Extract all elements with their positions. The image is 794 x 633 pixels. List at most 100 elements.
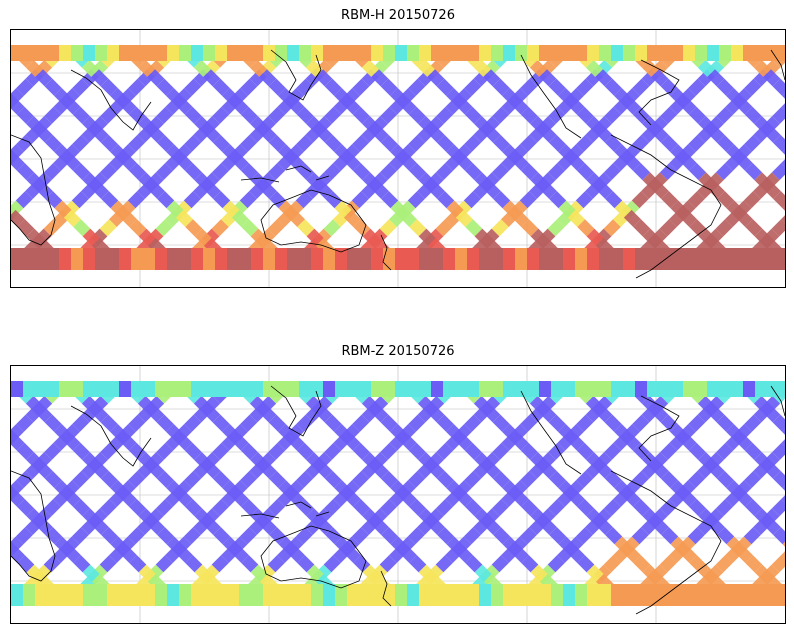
band-cell [635, 248, 648, 270]
swath-segment [194, 228, 212, 246]
swath-segment [231, 545, 250, 564]
swath-segment [632, 414, 650, 432]
swath-segment [211, 498, 230, 517]
swath-segment [119, 97, 137, 115]
swath-segment [688, 78, 706, 96]
swath-segment [519, 134, 538, 153]
swath-segment [511, 153, 529, 171]
swath-segment [147, 69, 165, 87]
swath-segment [193, 59, 212, 78]
swath-segment [437, 527, 455, 545]
band-cell [527, 381, 540, 397]
swath-segment [605, 191, 623, 209]
swath-segment [576, 414, 594, 432]
swath-segment [745, 555, 763, 573]
swath-segment [231, 489, 249, 507]
swath-segment [463, 527, 481, 545]
swath-segment [474, 508, 492, 526]
swath-segment [324, 470, 343, 489]
swath-segment [183, 191, 201, 209]
swath-segment [26, 116, 44, 134]
swath-segment [212, 106, 230, 124]
swath-segment [633, 555, 651, 573]
swath-segment [688, 414, 706, 432]
band-cell [395, 248, 408, 270]
swath-segment [110, 200, 128, 218]
swath-segment [557, 87, 576, 106]
swath-segment [754, 452, 772, 470]
swath-segment [463, 191, 481, 209]
swath-segment [100, 470, 119, 489]
band-cell [11, 45, 24, 61]
band-cell [287, 584, 300, 606]
band-cell [359, 45, 372, 61]
band-cell [95, 584, 108, 606]
swath-segment [287, 433, 305, 451]
swath-segment [754, 508, 772, 526]
swath-segment [11, 97, 25, 115]
band-cell [563, 584, 576, 606]
swath-segment [446, 536, 464, 554]
swath-segment [239, 191, 257, 209]
swath-segment [651, 461, 669, 479]
band-cell [35, 45, 48, 61]
coastline [260, 525, 367, 589]
band-cell [71, 381, 84, 397]
band-cell [107, 45, 120, 61]
swath-segment [660, 442, 678, 460]
band-cell [119, 248, 132, 270]
swath-segment [474, 172, 492, 190]
swath-segment [267, 498, 286, 517]
band-cell [275, 45, 288, 61]
swath-segment [623, 209, 642, 228]
swath-segment [155, 219, 173, 237]
swath-segment [576, 498, 595, 517]
swath-segment [25, 395, 44, 414]
band-cell [107, 248, 120, 270]
swath-segment [72, 78, 90, 96]
swath-segment [16, 442, 34, 460]
swath-segment [548, 134, 567, 153]
swath-segment [389, 423, 408, 442]
swath-segment [287, 545, 306, 564]
band-cell [407, 45, 420, 61]
swath-segment [213, 527, 231, 545]
swath-segment [63, 209, 82, 228]
band-cell [467, 45, 480, 61]
swath-segment [623, 433, 641, 451]
coastline [610, 134, 722, 279]
swath-segment [744, 106, 762, 124]
swath-segment [567, 489, 585, 507]
swath-segment [586, 452, 604, 470]
coastlines [11, 385, 785, 615]
band-cell [635, 45, 648, 61]
band-cell [467, 584, 480, 606]
swath-segment [547, 498, 566, 517]
band-cell [395, 584, 408, 606]
swath-segment [295, 470, 314, 489]
swath-segment [698, 508, 716, 526]
band-cell [443, 584, 456, 606]
band-cell [671, 45, 684, 61]
swath-segment [408, 414, 426, 432]
swath-segment [380, 470, 399, 489]
band-cell [131, 248, 144, 270]
swath-segment [268, 134, 287, 153]
band-cell [707, 381, 720, 397]
swath-segment [203, 517, 221, 535]
swath-segment [54, 536, 72, 554]
map-rbm-z [10, 365, 786, 624]
south-band [11, 248, 785, 270]
band-cell [719, 584, 732, 606]
swath-segment [688, 442, 706, 460]
swath-segment [726, 536, 744, 554]
band-cell [431, 381, 444, 397]
swath-segment [502, 200, 520, 218]
swath-segment [455, 489, 473, 507]
swath-segment [324, 414, 342, 432]
band-cell [227, 248, 240, 270]
swath-segment [661, 527, 679, 545]
swath-segment [539, 181, 557, 199]
swath-segment [464, 442, 482, 460]
swath-segment [771, 219, 785, 237]
